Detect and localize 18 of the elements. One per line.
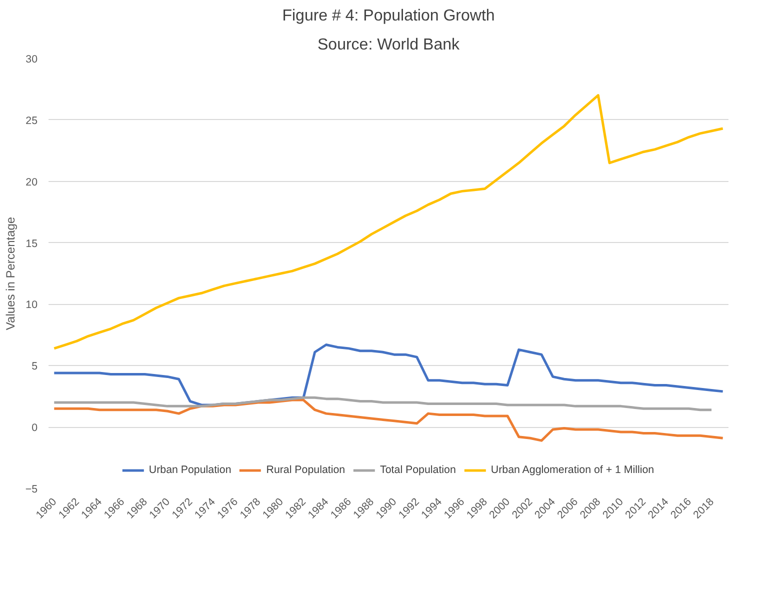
y-tick-label: 15 (26, 238, 38, 250)
chart-subtitle: Source: World Bank (318, 36, 460, 54)
line-series (52, 94, 724, 350)
y-tick-label: 5 (32, 360, 38, 373)
y-tick-label: 10 (26, 299, 38, 312)
y-tick-label: 0 (32, 422, 38, 434)
y-axis-title: Values in Percentage (3, 216, 18, 330)
legend-label: Rural Population (266, 464, 346, 476)
y-tick-label: 20 (26, 176, 38, 188)
line-series (52, 396, 713, 412)
y-tick-label: 25 (26, 114, 38, 127)
legend-label: Urban Agglomeration of + 1 Million (490, 464, 654, 476)
legend-label: Urban Population (148, 464, 232, 476)
chart-title: Figure # 4: Population Growth (282, 8, 495, 24)
legend-label: Total Population (380, 464, 456, 476)
line-series (52, 398, 724, 442)
y-tick-label: −5 (25, 484, 38, 496)
y-tick-label: 30 (26, 54, 38, 66)
